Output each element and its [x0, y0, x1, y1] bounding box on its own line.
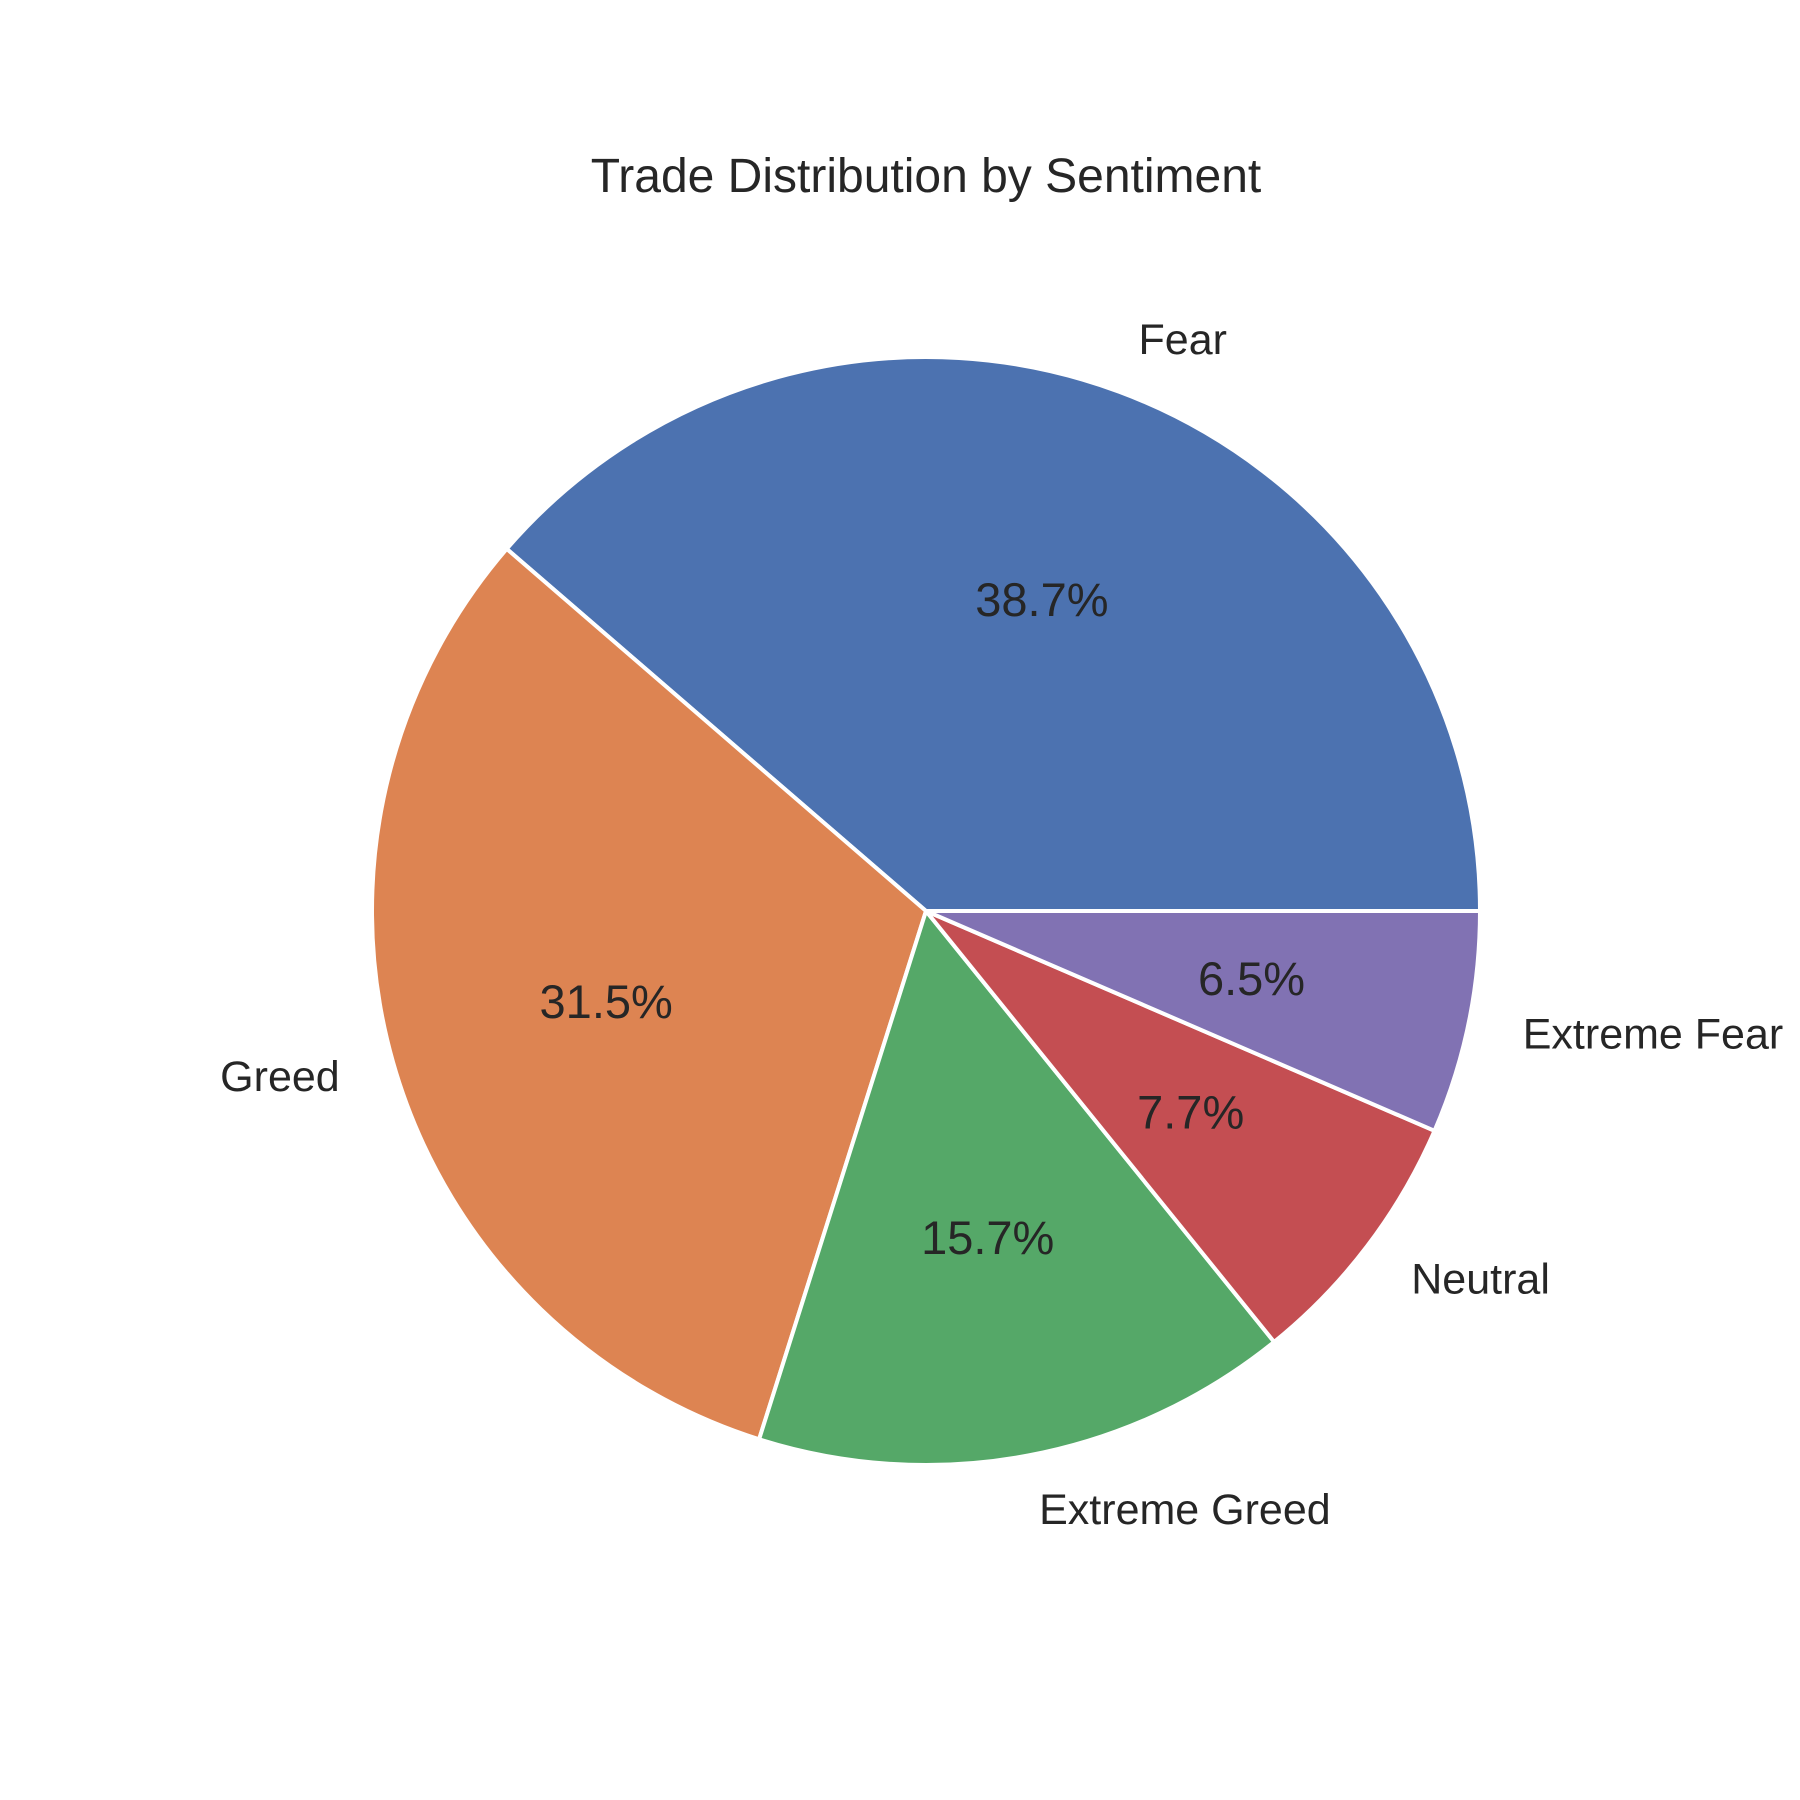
pie-labels: Fear 38.7% Greed 31.5% Extreme Greed 15.7% Neu… — [220, 316, 1783, 1534]
slice-percent-fear: 38.7% — [975, 573, 1108, 626]
pie-slice-neutral — [924, 909, 1437, 1344]
pie-slice-greed — [370, 546, 928, 1442]
slice-percent-extreme-fear: 6.5% — [1198, 952, 1305, 1005]
pie-slice-extreme-greed — [757, 909, 1277, 1467]
chart-title: Trade Distribution by Sentiment — [591, 150, 1262, 203]
slice-label-extreme-greed: Extreme Greed — [1039, 1486, 1331, 1534]
slice-percent-greed: 31.5% — [540, 975, 673, 1028]
pie-slice-fear — [504, 355, 1482, 913]
slice-percent-extreme-greed: 15.7% — [921, 1211, 1054, 1264]
slice-label-fear: Fear — [1139, 316, 1227, 364]
slice-percent-neutral: 7.7% — [1137, 1086, 1244, 1139]
slice-label-extreme-fear: Extreme Fear — [1523, 1010, 1783, 1058]
slice-label-greed: Greed — [220, 1053, 340, 1101]
pie-slice-extreme-fear — [924, 909, 1482, 1133]
pie-slices — [370, 355, 1482, 1467]
slice-label-neutral: Neutral — [1411, 1256, 1550, 1304]
